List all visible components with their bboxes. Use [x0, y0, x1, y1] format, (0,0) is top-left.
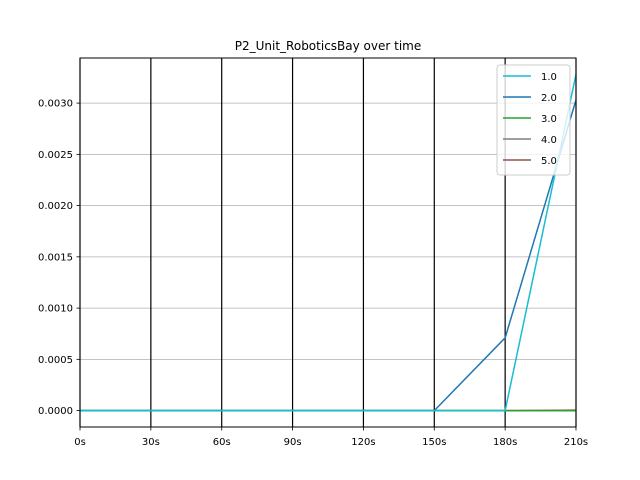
y-tick-label: 0.0010	[38, 304, 73, 315]
chart-title: P2_Unit_RoboticsBay over time	[235, 39, 421, 53]
x-tick-label: 180s	[493, 437, 517, 448]
legend-label: 1.0	[541, 72, 557, 83]
y-tick-label: 0.0025	[38, 150, 73, 161]
x-tick-label: 30s	[142, 437, 160, 448]
series-line-1.0	[80, 74, 577, 412]
legend-label: 2.0	[541, 93, 557, 104]
legend-label: 5.0	[541, 156, 557, 167]
x-tick-label: 120s	[351, 437, 375, 448]
y-tick-label: 0.0005	[38, 355, 73, 366]
y-tick-label: 0.0030	[38, 99, 73, 110]
x-tick-label: 0s	[74, 437, 86, 448]
x-tick-label: 60s	[213, 437, 231, 448]
plot-frame	[79, 57, 577, 428]
y-axis: 0.0000 0.0005 0.0010 0.0015 0.0020 0.0025 0.00…	[38, 99, 80, 417]
x-axis: 0s 30s 60s 90s 120s 150s 180s 210s	[74, 427, 588, 448]
y-tick-label: 0.0015	[38, 252, 73, 263]
legend-label: 3.0	[541, 114, 557, 125]
x-tick-label: 210s	[564, 437, 588, 448]
legend: 1.0 2.0 3.0 4.0 5.0	[496, 64, 571, 176]
series-lines	[80, 74, 577, 412]
y-tick-label: 0.0000	[38, 406, 73, 417]
legend-label: 4.0	[541, 135, 557, 146]
y-tick-label: 0.0020	[38, 201, 73, 212]
x-tick-label: 90s	[284, 437, 302, 448]
x-tick-label: 150s	[422, 437, 446, 448]
legend-box	[496, 64, 571, 176]
